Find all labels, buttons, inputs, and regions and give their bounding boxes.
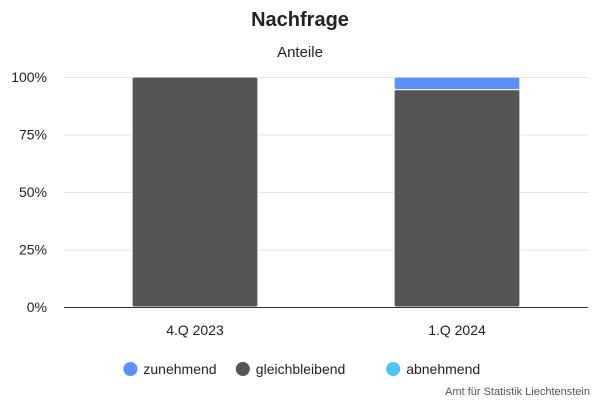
chart-subtitle: Anteile bbox=[277, 44, 323, 61]
y-axis-ticks: 0% 25% 50% 75% 100% bbox=[11, 69, 47, 315]
bar-zunehmend[interactable] bbox=[393, 76, 521, 91]
x-axis-ticks: 4.Q 2023 1.Q 2024 bbox=[166, 322, 486, 338]
legend-item-gleichbleibend[interactable]: gleichbleibend bbox=[235, 361, 346, 377]
credit-text: Amt für Statistik Liechtenstein bbox=[445, 386, 590, 398]
legend-item-zunehmend[interactable]: zunehmend bbox=[123, 361, 217, 377]
bars bbox=[131, 76, 521, 308]
y-tick-label: 0% bbox=[27, 299, 47, 315]
legend-swatch bbox=[123, 362, 138, 376]
chart-title: Nachfrage bbox=[251, 9, 349, 31]
x-tick-label: 4.Q 2023 bbox=[166, 322, 224, 338]
legend-item-abnehmend[interactable]: abnehmend bbox=[386, 361, 480, 377]
bar-gleichbleibend[interactable] bbox=[131, 76, 259, 308]
legend-label: gleichbleibend bbox=[256, 361, 346, 377]
legend: zunehmend gleichbleibend abnehmend bbox=[123, 361, 480, 377]
y-tick-label: 75% bbox=[19, 127, 47, 143]
legend-label: abnehmend bbox=[406, 361, 480, 377]
legend-swatch bbox=[386, 362, 401, 376]
bar-gleichbleibend[interactable] bbox=[393, 89, 521, 308]
y-tick-label: 50% bbox=[19, 184, 47, 200]
x-tick-label: 1.Q 2024 bbox=[428, 322, 486, 338]
legend-label: zunehmend bbox=[143, 361, 216, 377]
y-tick-label: 100% bbox=[11, 69, 47, 85]
y-tick-label: 25% bbox=[19, 242, 47, 258]
legend-swatch bbox=[235, 362, 250, 376]
